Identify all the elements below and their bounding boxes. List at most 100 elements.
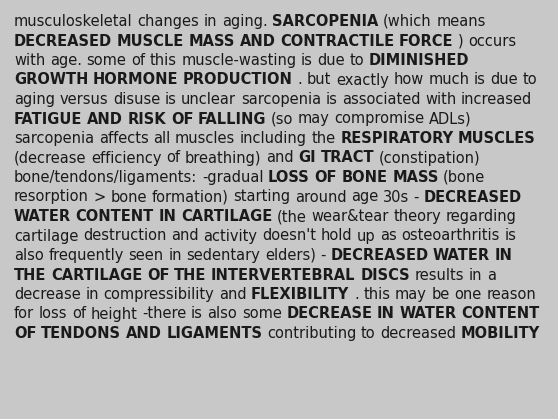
Text: due: due bbox=[490, 72, 518, 88]
Text: age.: age. bbox=[50, 53, 82, 68]
Text: and: and bbox=[266, 150, 294, 166]
Text: disuse: disuse bbox=[113, 92, 160, 107]
Text: MUSCLE: MUSCLE bbox=[117, 34, 184, 49]
Text: decrease: decrease bbox=[14, 287, 81, 302]
Text: (which: (which bbox=[383, 14, 432, 29]
Text: DECREASED: DECREASED bbox=[330, 248, 429, 263]
Text: DISCS: DISCS bbox=[360, 267, 410, 282]
Text: DIMINISHED: DIMINISHED bbox=[369, 53, 469, 68]
Text: efficiency: efficiency bbox=[91, 150, 162, 166]
Text: how: how bbox=[393, 72, 424, 88]
Text: some: some bbox=[242, 307, 282, 321]
Text: changes: changes bbox=[137, 14, 199, 29]
Text: in: in bbox=[85, 287, 99, 302]
Text: may: may bbox=[298, 111, 330, 127]
Text: due: due bbox=[318, 53, 345, 68]
Text: -: - bbox=[413, 189, 419, 204]
Text: this: this bbox=[363, 287, 391, 302]
Text: INTERVERTEBRAL: INTERVERTEBRAL bbox=[211, 267, 355, 282]
Text: bone/tendons/ligaments:: bone/tendons/ligaments: bbox=[14, 170, 197, 185]
Text: cartilage: cartilage bbox=[14, 228, 78, 243]
Text: AND: AND bbox=[87, 111, 123, 127]
Text: resorption: resorption bbox=[14, 189, 89, 204]
Text: occurs: occurs bbox=[468, 34, 516, 49]
Text: theory: theory bbox=[393, 209, 441, 224]
Text: to: to bbox=[523, 72, 537, 88]
Text: FLEXIBILITY: FLEXIBILITY bbox=[251, 287, 349, 302]
Text: unclear: unclear bbox=[181, 92, 236, 107]
Text: (the: (the bbox=[277, 209, 307, 224]
Text: HORMONE: HORMONE bbox=[93, 72, 179, 88]
Text: breathing): breathing) bbox=[185, 150, 261, 166]
Text: in: in bbox=[168, 248, 181, 263]
Text: PRODUCTION: PRODUCTION bbox=[183, 72, 293, 88]
Text: WATER: WATER bbox=[433, 248, 490, 263]
Text: -gradual: -gradual bbox=[202, 170, 263, 185]
Text: MOBILITY: MOBILITY bbox=[461, 326, 540, 341]
Text: CONTRACTILE: CONTRACTILE bbox=[280, 34, 395, 49]
Text: doesn't: doesn't bbox=[262, 228, 316, 243]
Text: for: for bbox=[14, 307, 34, 321]
Text: GROWTH: GROWTH bbox=[14, 72, 88, 88]
Text: the: the bbox=[311, 131, 335, 146]
Text: reason: reason bbox=[486, 287, 536, 302]
Text: all: all bbox=[153, 131, 170, 146]
Text: muscle-wasting: muscle-wasting bbox=[181, 53, 296, 68]
Text: is: is bbox=[301, 53, 313, 68]
Text: wear&tear: wear&tear bbox=[311, 209, 389, 224]
Text: WATER: WATER bbox=[400, 307, 456, 321]
Text: muscles: muscles bbox=[175, 131, 235, 146]
Text: of: of bbox=[131, 53, 145, 68]
Text: associated: associated bbox=[342, 92, 421, 107]
Text: exactly: exactly bbox=[336, 72, 389, 88]
Text: some: some bbox=[86, 53, 126, 68]
Text: THE: THE bbox=[14, 267, 46, 282]
Text: activity: activity bbox=[203, 228, 257, 243]
Text: WATER: WATER bbox=[14, 209, 71, 224]
Text: increased: increased bbox=[461, 92, 532, 107]
Text: DECREASED: DECREASED bbox=[424, 189, 522, 204]
Text: FALLING: FALLING bbox=[198, 111, 266, 127]
Text: sarcopenia: sarcopenia bbox=[14, 131, 94, 146]
Text: and: and bbox=[171, 228, 199, 243]
Text: RISK: RISK bbox=[127, 111, 166, 127]
Text: CARTILAGE: CARTILAGE bbox=[181, 209, 272, 224]
Text: aging: aging bbox=[14, 92, 55, 107]
Text: MASS: MASS bbox=[392, 170, 439, 185]
Text: contributing: contributing bbox=[267, 326, 356, 341]
Text: including: including bbox=[240, 131, 307, 146]
Text: OF: OF bbox=[314, 170, 337, 185]
Text: age: age bbox=[351, 189, 378, 204]
Text: regarding: regarding bbox=[446, 209, 517, 224]
Text: sedentary: sedentary bbox=[186, 248, 260, 263]
Text: of: of bbox=[72, 307, 86, 321]
Text: one: one bbox=[454, 287, 482, 302]
Text: means: means bbox=[436, 14, 486, 29]
Text: BONE: BONE bbox=[341, 170, 387, 185]
Text: height: height bbox=[90, 307, 137, 321]
Text: is: is bbox=[191, 307, 203, 321]
Text: TENDONS: TENDONS bbox=[41, 326, 121, 341]
Text: ): ) bbox=[458, 34, 464, 49]
Text: and: and bbox=[219, 287, 247, 302]
Text: LOSS: LOSS bbox=[268, 170, 310, 185]
Text: a: a bbox=[487, 267, 496, 282]
Text: sarcopenia: sarcopenia bbox=[241, 92, 321, 107]
Text: -: - bbox=[320, 248, 326, 263]
Text: of: of bbox=[166, 150, 180, 166]
Text: IN: IN bbox=[158, 209, 176, 224]
Text: up: up bbox=[357, 228, 376, 243]
Text: loss: loss bbox=[39, 307, 68, 321]
Text: musculoskeletal: musculoskeletal bbox=[14, 14, 133, 29]
Text: OF: OF bbox=[147, 267, 170, 282]
Text: aging.: aging. bbox=[222, 14, 267, 29]
Text: with: with bbox=[14, 53, 45, 68]
Text: MUSCLES: MUSCLES bbox=[458, 131, 536, 146]
Text: (so: (so bbox=[271, 111, 294, 127]
Text: is: is bbox=[474, 72, 486, 88]
Text: SARCOPENIA: SARCOPENIA bbox=[272, 14, 378, 29]
Text: CONTENT: CONTENT bbox=[76, 209, 154, 224]
Text: with: with bbox=[425, 92, 456, 107]
Text: CONTENT: CONTENT bbox=[461, 307, 540, 321]
Text: OF: OF bbox=[171, 111, 193, 127]
